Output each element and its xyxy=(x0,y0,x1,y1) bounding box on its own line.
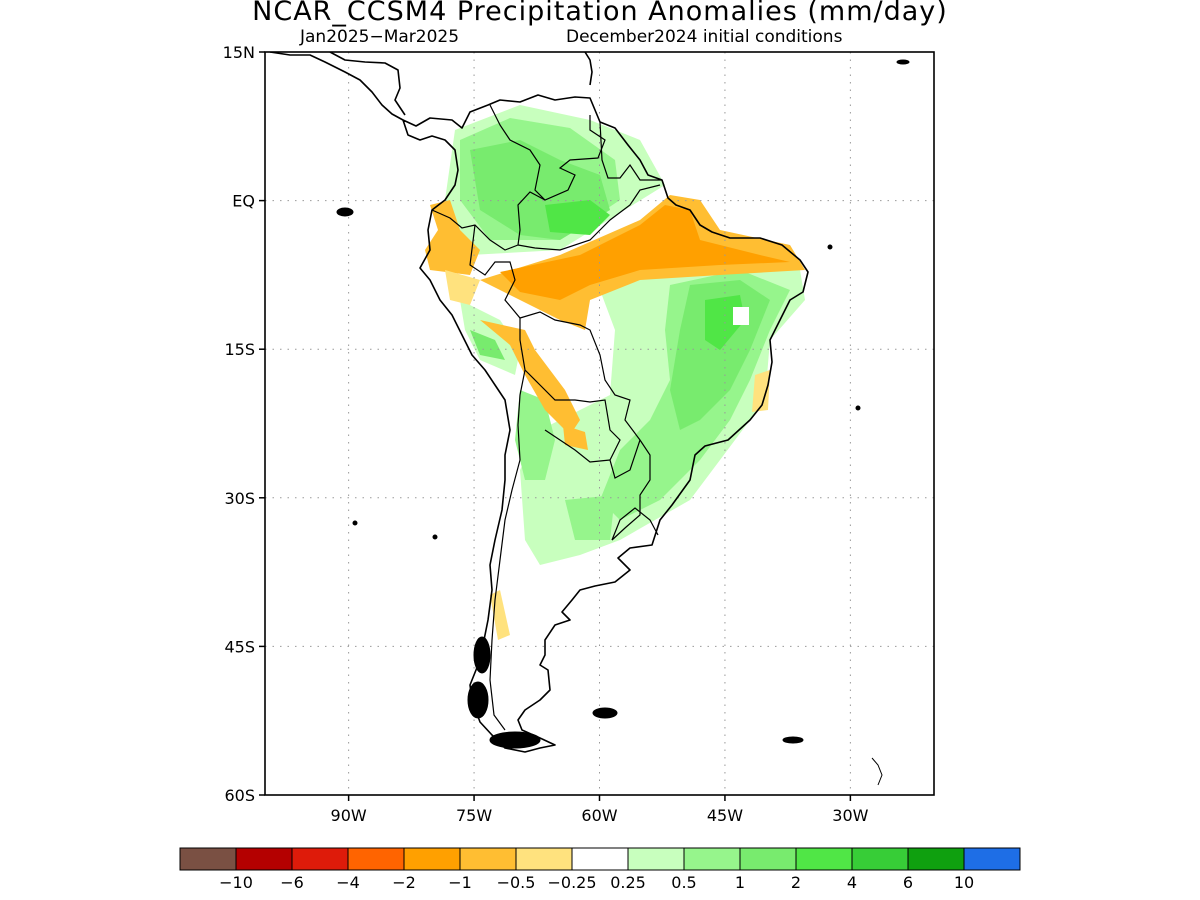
anomaly-region-light-orange xyxy=(425,200,480,275)
colorbar-swatch xyxy=(683,847,741,871)
colorbar-swatch xyxy=(235,847,293,871)
anomaly-region-pale-yellow xyxy=(752,370,770,412)
border-peru-brazil-bolivia xyxy=(469,224,651,541)
forecast-period: Jan2025−Mar2025 xyxy=(300,27,460,47)
colorbar-swatch xyxy=(179,847,237,871)
border-uruguay xyxy=(611,507,659,541)
coastlines xyxy=(269,52,809,753)
lon-tick-label: 75W xyxy=(456,806,492,825)
colorbar-label: 10 xyxy=(954,873,974,892)
anomaly-shading xyxy=(425,105,805,640)
colorbar-label: 1 xyxy=(735,873,745,892)
colorbar-swatch xyxy=(963,847,1021,871)
colorbar-swatch xyxy=(403,847,461,871)
anomaly-region-pale-yellow xyxy=(445,270,480,305)
south-sandwich-islands xyxy=(871,757,883,786)
central-america-coastline xyxy=(269,52,404,121)
longitude-axis: 90W 75W 60W 45W 30W xyxy=(331,795,869,825)
border-venezuela-guyana xyxy=(599,121,662,181)
colorbar-label: 2 xyxy=(791,873,801,892)
colorbar-swatch xyxy=(571,847,629,871)
lon-tick-label: 30W xyxy=(832,806,868,825)
colorbar-label: −2 xyxy=(392,873,416,892)
colorbar-swatch xyxy=(627,847,685,871)
fernando-de-noronha xyxy=(827,244,833,250)
lat-tick-label: 15S xyxy=(224,340,255,359)
country-borders xyxy=(431,104,662,731)
lat-tick-label: 45S xyxy=(224,637,255,656)
islands xyxy=(336,59,910,786)
colorbar-label: −0.25 xyxy=(547,873,596,892)
colorbar-label: 0.5 xyxy=(671,873,696,892)
initial-conditions: December2024 initial conditions xyxy=(566,27,843,47)
central-america-coastline-north xyxy=(329,52,406,116)
colorbar-swatch xyxy=(795,847,853,871)
lat-tick-label: 30S xyxy=(224,489,255,508)
anomaly-region-light-orange xyxy=(480,320,580,435)
lon-tick-label: 60W xyxy=(581,806,617,825)
lat-tick-label: EQ xyxy=(232,192,255,211)
cuba-coastline xyxy=(584,52,593,86)
anomaly-region-orange xyxy=(500,205,790,300)
border-argentina-paraguay xyxy=(544,429,611,463)
colorbar-swatch xyxy=(515,847,573,871)
colorbar-swatch xyxy=(459,847,517,871)
colorbar-label: −6 xyxy=(280,873,304,892)
colorbar: −10 −6 −4 −2 −1 −0.5 −0.25 0.25 0.5 1 2 4 6 10 xyxy=(179,847,1021,892)
colorbar-swatch xyxy=(851,847,909,871)
lat-tick-label: 60S xyxy=(224,786,255,805)
chilean-fjords xyxy=(467,681,489,719)
colorbar-label: −1 xyxy=(448,873,472,892)
lon-tick-label: 45W xyxy=(707,806,743,825)
trindade-island xyxy=(855,405,861,411)
latitude-axis: 15N EQ 15S 30S 45S 60S xyxy=(223,43,265,805)
border-colombia-peru-ecuador xyxy=(431,191,546,251)
colorbar-swatch xyxy=(347,847,405,871)
san-felix-island xyxy=(352,520,358,526)
anomaly-region-green xyxy=(565,495,615,540)
border-bolivia-paraguay xyxy=(519,318,641,479)
anomaly-region-green xyxy=(515,390,555,480)
juan-fernandez-islands xyxy=(432,534,438,540)
map-title: NCAR_CCSM4 Precipitation Anomalies (mm/d… xyxy=(252,0,948,27)
south-georgia-island xyxy=(782,736,804,744)
colorbar-label: 6 xyxy=(903,873,913,892)
lon-tick-label: 90W xyxy=(331,806,367,825)
south-america-coastline xyxy=(402,94,809,753)
colorbar-swatch xyxy=(907,847,965,871)
colorbar-swatch xyxy=(291,847,349,871)
missing-data-cell xyxy=(733,307,749,325)
falkland-islands xyxy=(592,707,618,719)
anomaly-region-light-green xyxy=(460,300,520,375)
anomaly-region-light-orange xyxy=(563,425,588,450)
border-chile-argentina xyxy=(489,369,526,731)
galapagos-islands xyxy=(336,207,354,217)
colorbar-label: 4 xyxy=(847,873,857,892)
lat-tick-label: 15N xyxy=(223,43,255,62)
chiloe-archipelago xyxy=(473,636,491,674)
anomaly-region-mid-green xyxy=(470,330,505,360)
colorbar-label: −0.5 xyxy=(497,873,536,892)
colorbar-label: 0.25 xyxy=(610,873,646,892)
tierra-del-fuego xyxy=(489,731,541,749)
atlantic-islands-ne xyxy=(896,59,910,65)
colorbar-swatch xyxy=(739,847,797,871)
colorbar-label: −10 xyxy=(219,873,253,892)
anomaly-region-dark-green xyxy=(545,200,610,235)
colorbar-label: −4 xyxy=(336,873,360,892)
border-brazil-north xyxy=(517,184,661,251)
border-colombia-venezuela xyxy=(489,104,606,201)
